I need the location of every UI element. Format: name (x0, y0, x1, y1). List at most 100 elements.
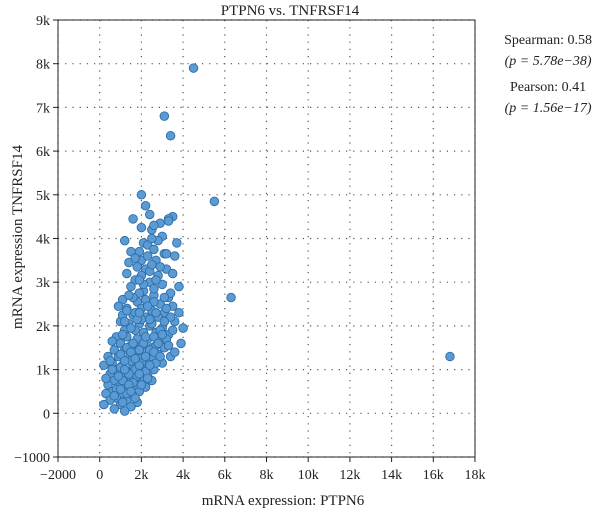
data-point (109, 404, 120, 414)
data-point (144, 314, 155, 325)
data-point (159, 292, 170, 303)
data-point (109, 391, 120, 401)
data-point (147, 259, 157, 270)
data-point (165, 131, 176, 141)
data-point (178, 323, 188, 333)
data-point (172, 238, 182, 248)
chart-title: PTPN6 vs. TNFRSF14 (221, 3, 360, 19)
data-point (144, 209, 155, 220)
data-point (124, 290, 134, 301)
data-point (163, 340, 174, 351)
x-tick-label: 2k (134, 468, 148, 483)
data-point (132, 262, 142, 272)
data-point (167, 268, 178, 279)
y-tick-label: 0 (43, 407, 50, 422)
y-tick-label: 8k (36, 58, 50, 73)
x-tick-label: 8k (260, 468, 274, 483)
data-point (159, 111, 170, 121)
spearman-p-value: (p = 5.78e−38) (504, 54, 592, 69)
data-point (445, 351, 455, 362)
data-point (153, 338, 163, 349)
data-point (119, 356, 130, 366)
data-point (130, 353, 140, 364)
data-point (140, 351, 151, 362)
data-point (134, 275, 145, 285)
data-point (136, 380, 147, 390)
data-point (130, 253, 140, 263)
y-tick-label: 9k (36, 14, 50, 29)
data-point (209, 196, 220, 207)
data-points (99, 63, 455, 416)
y-tick-label: −1000 (14, 451, 50, 466)
data-point (155, 351, 165, 362)
x-tick-label: 12k (339, 468, 360, 483)
data-point (161, 249, 172, 259)
data-point (119, 235, 130, 246)
x-tick-label: −2000 (40, 468, 76, 483)
data-point (140, 332, 151, 342)
data-point (151, 275, 161, 285)
data-point (113, 371, 124, 381)
data-point (136, 190, 147, 200)
y-tick-label: 6k (36, 145, 50, 160)
data-point (142, 301, 153, 311)
y-tick-label: 2k (36, 320, 50, 335)
data-point (128, 214, 138, 224)
data-point (126, 281, 136, 292)
data-point (170, 347, 180, 357)
data-point (119, 364, 130, 375)
y-axis-label: mRNA expression TNFRSF14 (10, 145, 26, 329)
data-point (126, 323, 136, 333)
y-tick-label: 5k (36, 189, 50, 204)
data-point (122, 268, 132, 279)
x-tick-label: 4k (176, 468, 190, 483)
y-tick-label: 1k (36, 364, 50, 379)
data-point (128, 338, 138, 349)
data-point (151, 308, 161, 318)
data-point (113, 301, 124, 311)
data-point (122, 305, 132, 316)
data-point (117, 329, 128, 340)
y-tick-label: 7k (36, 101, 50, 116)
data-point (149, 220, 159, 231)
data-point (136, 222, 147, 233)
data-point (163, 216, 174, 226)
data-point (119, 316, 130, 327)
x-tick-label: 10k (298, 468, 319, 483)
data-point (170, 251, 180, 261)
data-point (140, 200, 151, 211)
data-point (167, 325, 178, 336)
data-point (134, 308, 145, 318)
y-axis: −1000 0 1k 2k 3k 4k 5k 6k 7k 8k 9k (14, 14, 58, 466)
data-point (134, 345, 145, 355)
data-point (99, 399, 109, 410)
data-point (161, 303, 172, 314)
data-point (159, 316, 170, 327)
pearson-label: Pearson: 0.41 (509, 80, 587, 95)
data-point (157, 329, 167, 340)
data-point (226, 292, 236, 303)
y-tick-label: 4k (36, 233, 50, 248)
data-point (188, 63, 199, 73)
data-point (115, 384, 126, 395)
data-point (119, 406, 130, 416)
data-point (107, 364, 117, 375)
x-axis: −2000 0 2k 4k 6k 8k 10k 12k 14k 16k 18k (40, 457, 486, 483)
x-tick-label: 16k (423, 468, 444, 483)
data-point (107, 336, 117, 346)
x-tick-label: 14k (381, 468, 402, 483)
data-point (142, 251, 153, 261)
x-tick-label: 0 (96, 468, 103, 483)
data-point (176, 338, 186, 349)
spearman-label: Spearman: 0.58 (504, 33, 592, 48)
data-point (134, 369, 145, 379)
x-axis-label: mRNA expression: PTPN6 (202, 493, 365, 509)
y-tick-label: 3k (36, 276, 50, 291)
data-point (142, 373, 153, 384)
data-point (144, 360, 155, 370)
correlation-stats: Spearman: 0.58 (p = 5.78e−38) Pearson: 0… (504, 30, 592, 119)
data-point (149, 244, 159, 255)
data-point (155, 262, 165, 272)
data-point (149, 284, 159, 294)
